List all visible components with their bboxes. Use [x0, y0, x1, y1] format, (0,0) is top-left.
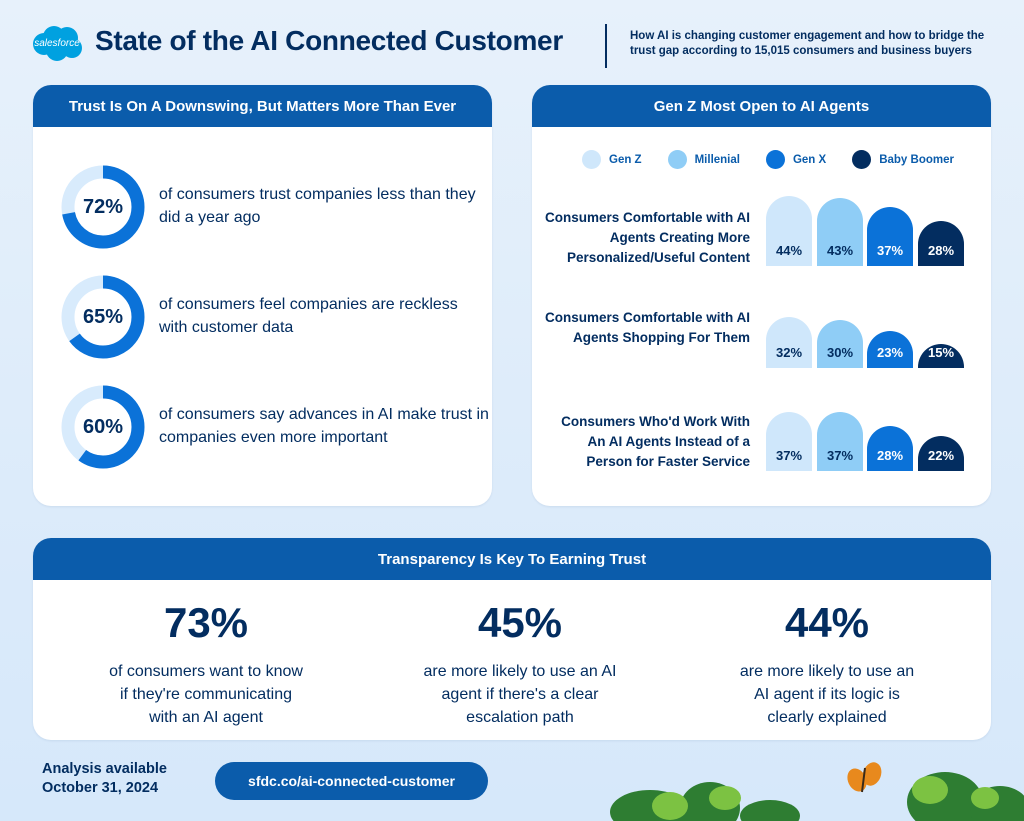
bar-value-label: 44%: [775, 243, 803, 258]
donut-fill: [61, 385, 145, 469]
bar: [867, 331, 913, 368]
bar-value-label: 37%: [775, 448, 803, 463]
trust-stat: 60% of consumers say advances in AI make…: [61, 385, 491, 469]
legend-item: Gen X: [765, 150, 827, 169]
stat-text: of consumers want to know if they're com…: [109, 663, 303, 726]
bar: [918, 436, 964, 471]
bar: [766, 412, 812, 471]
bar-value-label: 37%: [826, 448, 854, 463]
legend-label: Millenial: [694, 153, 740, 166]
legend-label: Baby Boomer: [879, 153, 954, 166]
stat-text: are more likely to use an AI agent if it…: [739, 663, 915, 726]
legend-item: Gen Z: [582, 150, 642, 169]
butterfly-icon: [847, 762, 882, 793]
availability-note: Analysis available October 31, 2024: [42, 760, 167, 798]
bar: [817, 412, 863, 471]
bar-value-label: 28%: [876, 448, 904, 463]
bar-value-label: 43%: [826, 243, 854, 258]
transparency-card-heading: Transparency Is Key To Earning Trust: [33, 538, 991, 580]
bar-value-label: 22%: [927, 448, 955, 463]
salesforce-logo: [33, 26, 82, 61]
trust-stat-text: of consumers trust companies less than t…: [159, 186, 476, 226]
donut-chart: [61, 165, 145, 249]
donut-fill: [61, 165, 145, 249]
bar: [867, 426, 913, 471]
trust-card-heading: Trust Is On A Downswing, But Matters Mor…: [33, 85, 492, 127]
legend-swatch: [582, 150, 601, 169]
page-title: State of the AI Connected Customer: [95, 25, 563, 56]
category-label: Consumers Who'd Work With An AI Agents I…: [561, 414, 750, 469]
legend-item: Millenial: [667, 150, 740, 169]
bar-value-label: 32%: [775, 345, 803, 360]
stat-value: 73%: [163, 599, 249, 646]
bar: [817, 320, 863, 368]
legend-label: Gen X: [792, 153, 827, 166]
donut-value: 60%: [82, 415, 124, 438]
foliage-illustration: [610, 762, 1024, 821]
bar-value-label: 37%: [876, 243, 904, 258]
donut-chart: [61, 275, 145, 359]
trust-stat: 65% of consumers feel companies are reck…: [61, 275, 491, 359]
bar-value-label: 30%: [826, 345, 854, 360]
bar: [918, 221, 964, 266]
category-label: Consumers Comfortable with AI Agents Sho…: [544, 310, 750, 345]
bar: [918, 344, 964, 368]
bar-value-label: 15%: [927, 345, 955, 360]
bar: [766, 317, 812, 368]
category-label: Consumers Comfortable with AI Agents Cre…: [544, 210, 750, 265]
trust-stat: 72% of consumers trust companies less th…: [61, 165, 491, 249]
transparency-stat: 45% are more likely to use an AI agent i…: [380, 598, 660, 729]
transparency-stat: 44% are more likely to use an AI agent i…: [687, 598, 967, 729]
donut-fill: [61, 275, 145, 359]
stat-value: 45%: [477, 599, 563, 646]
header: salesforce State of the AI Connected Cus…: [0, 0, 1024, 90]
trust-card: Trust Is On A Downswing, But Matters Mor…: [33, 85, 492, 506]
legend-label: Gen Z: [609, 153, 642, 166]
donut-chart: [61, 385, 145, 469]
donut-value: 65%: [82, 305, 124, 328]
availability-line-1: Analysis available: [42, 761, 167, 777]
bar: [867, 207, 913, 266]
bar-value-label: 23%: [876, 345, 904, 360]
trust-stat-text: of consumers say advances in AI make tru…: [159, 406, 489, 446]
availability-line-2: October 31, 2024: [42, 780, 159, 796]
legend-swatch: [765, 150, 785, 169]
legend-item: Baby Boomer: [852, 150, 954, 169]
transparency-stat: 73% of consumers want to know if they're…: [66, 598, 346, 729]
brand-name: salesforce: [34, 37, 80, 49]
bar-value-label: 28%: [927, 243, 955, 258]
bar: [766, 196, 812, 266]
stat-value: 44%: [784, 599, 870, 646]
chart-legend: Gen Z Millenial Gen X Baby Boomer: [582, 150, 980, 169]
genz-card: Gen Z Most Open to AI Agents Gen Z Millen…: [532, 85, 991, 506]
legend-swatch: [667, 150, 687, 169]
legend-swatch: [852, 150, 872, 169]
report-link-button[interactable]: sfdc.co/ai-connected-customer: [215, 762, 488, 800]
genz-card-heading: Gen Z Most Open to AI Agents: [532, 85, 991, 127]
stat-text: are more likely to use an AI agent if th…: [423, 663, 617, 726]
header-divider: [605, 24, 607, 68]
donut-value: 72%: [82, 195, 124, 218]
transparency-card: Transparency Is Key To Earning Trust 73%…: [33, 538, 991, 740]
trust-stat-text: of consumers feel companies are reckless…: [159, 296, 458, 336]
bar: [817, 197, 863, 266]
page-subtitle: How AI is changing customer engagement a…: [630, 30, 985, 57]
